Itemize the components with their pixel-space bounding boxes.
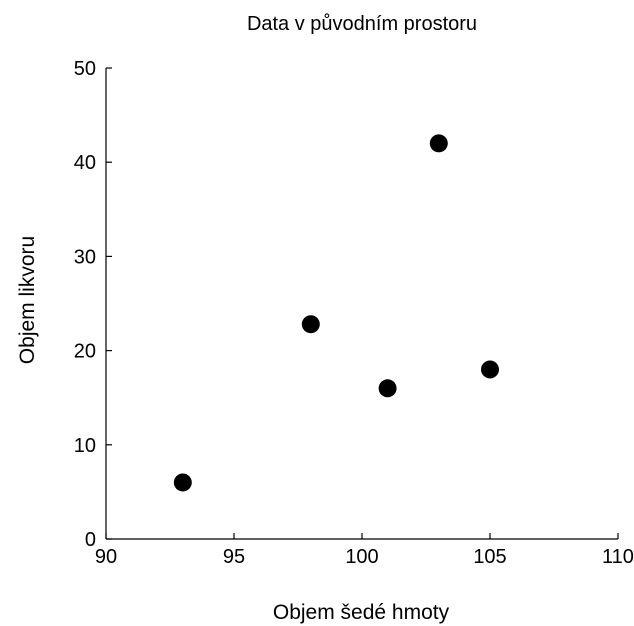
x-tick-label: 95 — [223, 546, 245, 568]
y-tick-label: 0 — [85, 529, 96, 551]
data-points — [173, 134, 499, 492]
axes — [105, 68, 618, 540]
y-axis-label: Objem likvoru — [16, 236, 39, 364]
data-point — [429, 134, 448, 153]
x-tick-label: 110 — [602, 546, 634, 568]
chart-title: Data v původním prostoru — [247, 13, 477, 35]
x-axis-label: Objem šedé hmoty — [273, 601, 450, 624]
y-tick-label: 50 — [74, 58, 96, 80]
data-point — [481, 360, 499, 379]
data-point — [173, 473, 192, 492]
data-point — [378, 379, 397, 398]
x-tick-label: 105 — [473, 546, 506, 568]
x-ticks: 90 95 100 105 110 — [95, 533, 634, 568]
x-tick-label: 100 — [345, 546, 378, 568]
data-point — [301, 315, 320, 334]
y-ticks: 0 10 20 30 40 50 — [74, 58, 112, 551]
x-tick-label: 90 — [95, 546, 117, 568]
y-tick-label: 40 — [74, 152, 96, 174]
y-tick-label: 10 — [74, 435, 96, 457]
y-tick-label: 30 — [74, 246, 96, 268]
y-tick-label: 20 — [74, 341, 96, 363]
